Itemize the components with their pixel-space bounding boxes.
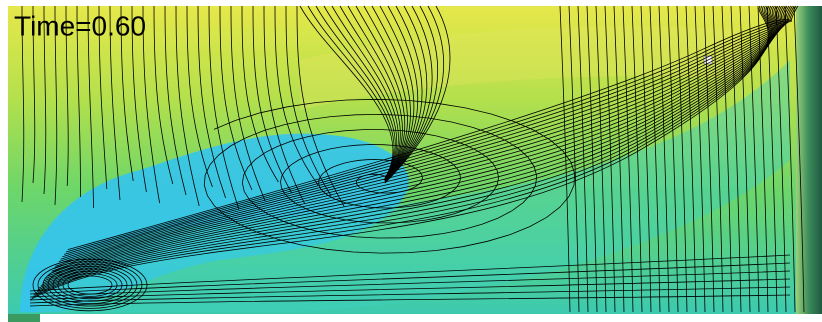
streamline [784, 5, 796, 313]
streamline [622, 5, 634, 313]
streamline [43, 5, 47, 195]
streamline [315, 5, 396, 179]
streamline [613, 5, 625, 313]
streamline [21, 5, 25, 203]
streamline [65, 5, 797, 253]
time-label: Time=0.60 [14, 10, 146, 41]
streamline [307, 5, 395, 179]
streamline [29, 270, 791, 298]
streamline [62, 5, 793, 258]
streamline [252, 5, 292, 194]
streamline [29, 278, 791, 301]
streamline [230, 5, 266, 202]
streamline [131, 5, 147, 193]
streamline [748, 5, 760, 313]
streamline [347, 5, 403, 181]
streamline [153, 5, 174, 185]
streamline [29, 294, 791, 307]
streamline [355, 5, 406, 181]
streamline [274, 5, 319, 186]
streamline [49, 5, 781, 274]
streamline [175, 5, 200, 207]
streamline [703, 5, 715, 313]
streamline [98, 5, 108, 190]
streamline [775, 5, 787, 313]
streamline [219, 5, 253, 191]
streamline [76, 5, 81, 198]
streamline [649, 5, 661, 313]
streamline [54, 5, 58, 206]
streamline [53, 5, 784, 270]
streamline [793, 5, 805, 313]
streamline [142, 5, 160, 204]
streamline [384, 5, 428, 183]
streamline [384, 5, 445, 184]
streamline [577, 5, 589, 313]
streamline [586, 5, 598, 313]
streamline [721, 5, 733, 313]
streamline [65, 5, 69, 187]
streamline [109, 5, 121, 201]
streamline [51, 5, 782, 272]
streamline [384, 5, 423, 182]
streamline [64, 5, 795, 255]
streamline [384, 5, 451, 184]
side-wall [796, 6, 822, 314]
streamline [331, 5, 399, 180]
streamline [164, 5, 187, 196]
streamline [730, 5, 742, 313]
streamline [197, 5, 226, 199]
streamline [379, 5, 415, 182]
streamline [29, 286, 791, 304]
streamline [46, 5, 779, 279]
streamline [263, 5, 306, 205]
streamline [186, 5, 213, 188]
streamline [32, 5, 36, 184]
streamline [363, 5, 408, 181]
streamline [384, 5, 433, 183]
streamline [67, 275, 113, 295]
streamline [568, 5, 580, 313]
streamline [241, 5, 279, 183]
streamline [203, 98, 576, 254]
high-region [300, 26, 740, 110]
streamline [44, 5, 778, 282]
streamline [640, 5, 652, 313]
streamlines [21, 5, 805, 313]
streamline [32, 258, 148, 312]
streamline [120, 5, 134, 182]
streamline [323, 5, 398, 180]
streamline [685, 5, 697, 313]
streamline [384, 5, 439, 183]
streamline [631, 5, 643, 313]
streamline [208, 5, 240, 210]
streamline [57, 270, 123, 300]
streamline [285, 5, 332, 197]
streamline [658, 5, 670, 313]
streamline [371, 5, 411, 181]
inlet-strip [8, 314, 40, 322]
streamline [694, 5, 706, 313]
streamline [384, 5, 419, 182]
streamline [299, 5, 394, 179]
streamline [29, 254, 791, 292]
streamline [595, 5, 607, 313]
streamline [29, 262, 791, 295]
streamline [339, 5, 401, 180]
streamline [604, 5, 616, 313]
streamline [559, 5, 571, 313]
streamline [67, 5, 799, 250]
streamline [87, 5, 94, 209]
streamline [47, 5, 780, 277]
